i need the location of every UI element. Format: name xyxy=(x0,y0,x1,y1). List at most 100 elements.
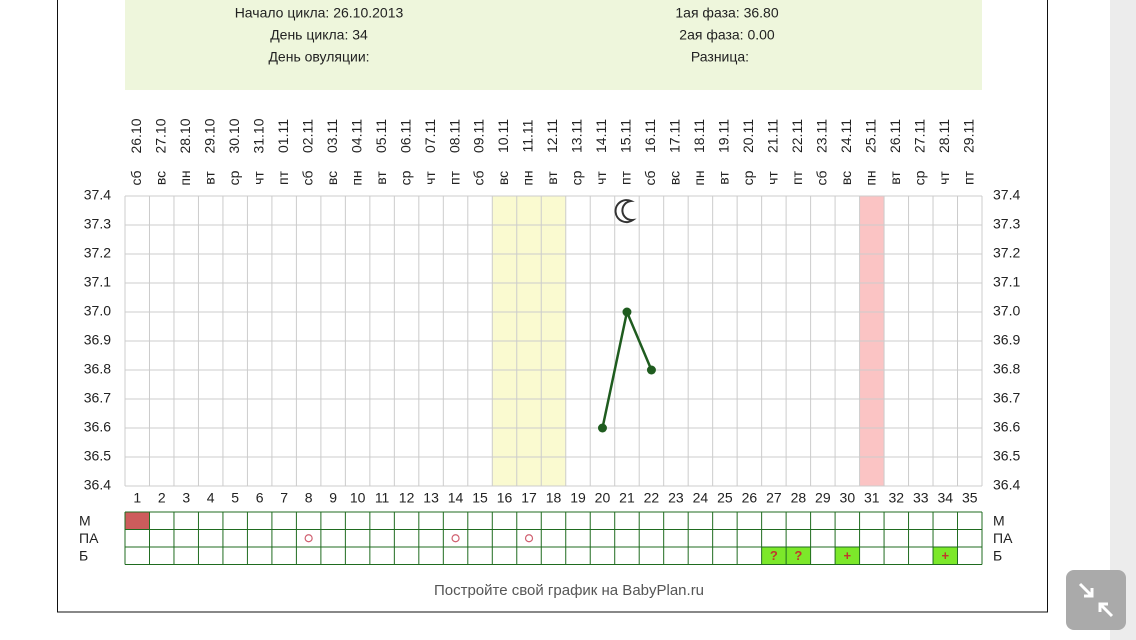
y-tick-label: 36.4 xyxy=(84,477,111,493)
date-label: 29.10 xyxy=(201,118,217,153)
date-label: 05.11 xyxy=(373,119,389,153)
row-label: М xyxy=(79,512,91,528)
y-tick-label: 36.5 xyxy=(84,448,111,464)
date-label: 16.11 xyxy=(642,119,658,153)
x-tick-label: 19 xyxy=(570,490,586,506)
x-tick-label: 30 xyxy=(840,490,856,506)
date-label: 29.11 xyxy=(960,119,976,153)
x-tick-label: 2 xyxy=(158,490,166,506)
weekday-label: вс xyxy=(152,171,168,185)
marker-label: + xyxy=(941,548,949,563)
x-tick-label: 18 xyxy=(546,490,562,506)
x-tick-label: 29 xyxy=(815,490,831,506)
weekday-label: пн xyxy=(348,170,364,185)
weekday-label: сб xyxy=(814,170,830,185)
date-label: 03.11 xyxy=(324,119,340,153)
row-label-right: Б xyxy=(993,547,1002,563)
weekday-label: вс xyxy=(495,171,511,185)
y-tick-label: 37.0 xyxy=(84,303,111,319)
weekday-label: пн xyxy=(863,170,879,185)
weekday-label: пт xyxy=(960,170,976,185)
date-label: 27.11 xyxy=(911,119,927,153)
date-label: 08.11 xyxy=(446,119,462,153)
x-tick-label: 3 xyxy=(182,490,190,506)
marker-circle xyxy=(451,534,460,543)
x-tick-label: 12 xyxy=(399,490,415,506)
x-tick-label: 8 xyxy=(305,490,313,506)
marker-label: + xyxy=(844,548,852,563)
weekday-label: ср xyxy=(226,170,242,185)
weekday-label: сб xyxy=(471,170,487,185)
weekday-label: сб xyxy=(299,170,315,185)
button-icon xyxy=(1078,582,1114,618)
date-label: 10.11 xyxy=(495,119,511,153)
marker-cell xyxy=(933,547,958,565)
row-label: Б xyxy=(79,547,88,563)
date-label: 18.11 xyxy=(691,119,707,153)
collapse-button[interactable] xyxy=(1066,570,1126,630)
date-label: 27.10 xyxy=(152,118,168,153)
date-label: 23.11 xyxy=(814,119,830,153)
temperature-point xyxy=(646,365,656,375)
weekday-label: вт xyxy=(373,171,389,185)
weekday-label: ср xyxy=(397,170,413,185)
x-tick-label: 15 xyxy=(472,490,488,506)
date-label: 20.11 xyxy=(740,119,756,153)
weekday-label: вт xyxy=(887,171,903,185)
y2-tick-label: 36.6 xyxy=(993,419,1020,435)
header-text: День цикла: 34 xyxy=(270,27,368,43)
marker-label: ? xyxy=(770,548,778,563)
date-label: 15.11 xyxy=(618,119,634,153)
weekday-label: пн xyxy=(691,170,707,185)
weekday-label: сб xyxy=(642,170,658,185)
y2-tick-label: 36.5 xyxy=(993,448,1020,464)
weekday-label: чт xyxy=(422,171,438,185)
weekday-label: пн xyxy=(177,170,193,185)
weekday-label: вт xyxy=(201,171,217,185)
moon-icon xyxy=(614,199,637,223)
date-label: 24.11 xyxy=(838,119,854,153)
header-text: 1ая фаза: 36.80 xyxy=(675,5,778,21)
x-tick-label: 14 xyxy=(448,490,464,506)
x-tick-label: 26 xyxy=(742,490,758,506)
temperature-point xyxy=(622,307,632,317)
weekday-label: пт xyxy=(446,170,462,185)
x-tick-label: 27 xyxy=(766,490,782,506)
date-label: 22.11 xyxy=(789,119,805,153)
date-label: 26.11 xyxy=(887,119,903,153)
weekday-label: вс xyxy=(838,171,854,185)
x-tick-label: 20 xyxy=(595,490,611,506)
y-tick-label: 36.9 xyxy=(84,332,111,348)
date-label: 11.11 xyxy=(520,119,536,152)
x-tick-label: 25 xyxy=(717,490,733,506)
y-tick-label: 37.1 xyxy=(84,274,111,290)
weekday-label: ср xyxy=(740,170,756,185)
x-tick-label: 17 xyxy=(521,490,537,506)
y2-tick-label: 36.4 xyxy=(993,477,1020,493)
button-bg[interactable] xyxy=(1066,570,1126,630)
row-label: ПА xyxy=(79,530,99,546)
y2-tick-label: 36.7 xyxy=(993,390,1020,406)
marker-label: ? xyxy=(794,548,802,563)
date-label: 25.11 xyxy=(863,119,879,153)
x-tick-label: 11 xyxy=(375,490,390,506)
x-tick-label: 24 xyxy=(693,490,709,506)
x-tick-label: 21 xyxy=(619,490,635,506)
weekday-label: вс xyxy=(324,171,340,185)
weekday-label: пт xyxy=(789,170,805,185)
x-tick-label: 4 xyxy=(207,490,215,506)
x-tick-label: 5 xyxy=(231,490,239,506)
x-tick-label: 1 xyxy=(133,490,141,506)
footer-text: Постройте свой график на BabyPlan.ru xyxy=(434,582,704,599)
weekday-label: чт xyxy=(250,171,266,185)
x-tick-label: 6 xyxy=(256,490,264,506)
row-label-right: ПА xyxy=(993,530,1013,546)
y2-tick-label: 36.9 xyxy=(993,332,1020,348)
weekday-label: чт xyxy=(765,171,781,185)
weekday-label: вт xyxy=(716,171,732,185)
header-text: День овуляции: xyxy=(268,49,369,65)
x-tick-label: 32 xyxy=(889,490,905,506)
scroll-strip xyxy=(1110,0,1136,640)
x-tick-label: 9 xyxy=(329,490,337,506)
